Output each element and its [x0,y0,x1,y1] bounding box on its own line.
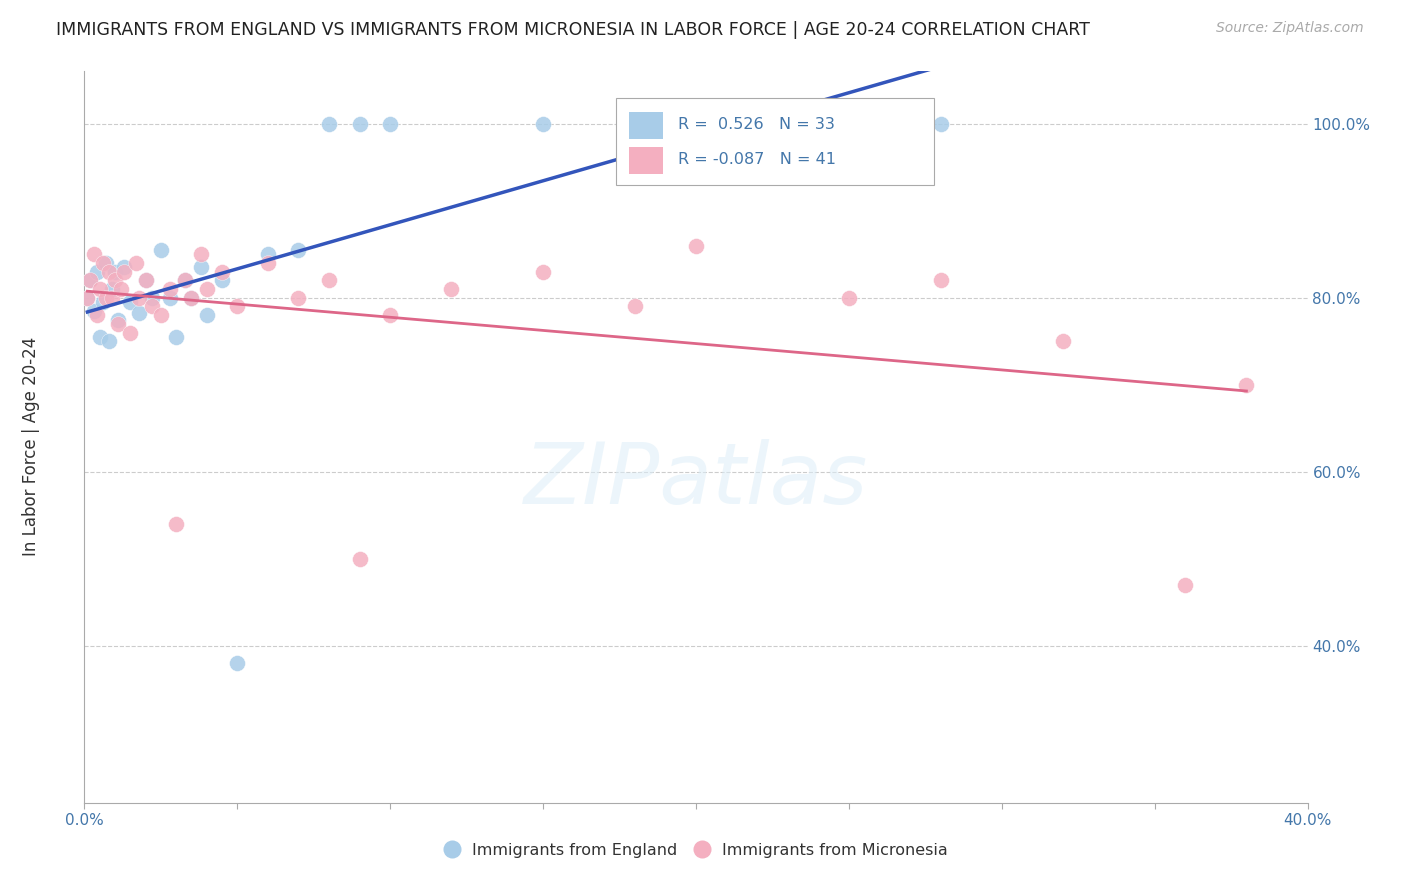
Point [747,117,769,131]
Point [83,303,105,318]
Point [929,117,952,131]
Point [83,247,105,261]
Point [174,273,197,287]
Point [531,117,554,131]
Point [104,265,127,279]
Point [128,291,150,305]
Point [159,291,181,305]
Point [76,291,98,305]
Point [165,330,187,344]
Point [165,517,187,532]
Point [624,300,647,314]
Point [318,273,340,287]
Point [94,256,117,270]
Point [125,256,148,270]
Point [104,273,127,287]
Point [149,243,172,257]
Point [101,282,124,296]
Point [380,117,402,131]
Point [107,312,129,326]
Point [211,273,233,287]
Point [86,308,108,322]
Point [287,291,309,305]
Text: IMMIGRANTS FROM ENGLAND VS IMMIGRANTS FROM MICRONESIA IN LABOR FORCE | AGE 20-24: IMMIGRANTS FROM ENGLAND VS IMMIGRANTS FR… [56,21,1090,39]
Point [174,273,197,287]
Point [257,256,280,270]
Point [135,273,157,287]
Point [89,282,111,296]
Point [120,326,142,340]
Point [141,300,163,314]
Point [135,273,157,287]
Point [349,552,371,566]
Point [190,260,212,275]
Point [1052,334,1074,349]
Text: R = -0.087   N = 41: R = -0.087 N = 41 [678,152,835,167]
Point [149,308,172,322]
Point [79,273,101,287]
Point [1236,377,1258,392]
Point [79,273,101,287]
Point [141,291,163,305]
Text: Source: ZipAtlas.com: Source: ZipAtlas.com [1216,21,1364,36]
Point [110,282,132,296]
Point [685,238,707,252]
Point [929,273,952,287]
Point [211,265,233,279]
Point [86,265,108,279]
Point [180,291,202,305]
Legend: Immigrants from England, Immigrants from Micronesia: Immigrants from England, Immigrants from… [437,836,955,864]
Point [91,256,114,270]
Point [195,308,218,322]
Point [226,657,249,671]
Point [195,282,218,296]
Point [76,291,98,305]
Point [159,282,181,296]
Point [440,282,463,296]
Point [91,295,114,310]
Point [112,265,135,279]
Point [1174,578,1197,592]
FancyBboxPatch shape [628,147,664,174]
Point [107,317,129,331]
Point [128,305,150,319]
Point [318,117,340,131]
Point [287,243,309,257]
Point [226,300,249,314]
Point [97,334,120,349]
Point [120,295,142,310]
Text: ZIPatlas: ZIPatlas [524,440,868,523]
Text: R =  0.526   N = 33: R = 0.526 N = 33 [678,117,835,131]
Point [101,291,124,305]
Text: In Labor Force | Age 20-24: In Labor Force | Age 20-24 [22,336,39,556]
Point [190,247,212,261]
Point [349,117,371,131]
FancyBboxPatch shape [616,98,935,185]
Point [94,291,117,305]
Point [380,308,402,322]
Point [97,265,120,279]
Point [180,291,202,305]
FancyBboxPatch shape [628,112,664,138]
Point [531,265,554,279]
Point [838,291,860,305]
Point [257,247,280,261]
Point [89,330,111,344]
Point [112,260,135,275]
